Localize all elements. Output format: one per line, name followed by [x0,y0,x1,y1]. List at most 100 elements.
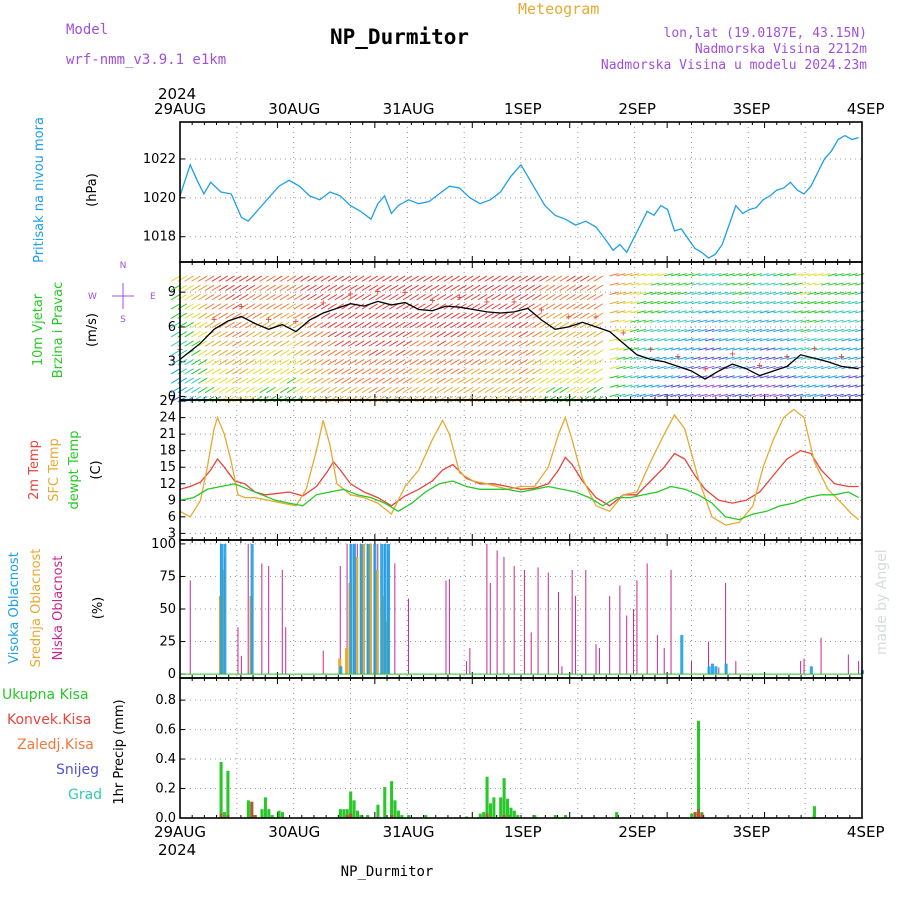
wind-barb [238,331,249,338]
wind-barb [643,393,653,398]
wind-barb [341,275,351,282]
wind-barb [593,294,604,301]
clouds-ytick-label: 50 [159,602,176,617]
wind-barb [841,347,851,351]
wind-barb [827,328,838,333]
wind-barb [402,321,413,329]
wind-barb [664,384,674,388]
wind-barb [334,312,344,319]
wind-barb [841,375,851,379]
wind-barb [711,328,722,333]
wind-barb [664,338,674,342]
wind-barb [170,349,181,356]
precip-total-bar [485,776,489,818]
wind-barb [238,312,249,319]
wind-barb [341,349,351,356]
wind-barb [539,275,549,282]
wind-barb [552,321,563,329]
wind-barb [539,349,549,356]
wind-barb [225,377,235,384]
wind-barb [841,282,851,286]
cloud-high-bar [223,543,227,675]
wind-barb [657,365,667,370]
wind-barb [211,340,222,347]
wind-barb [848,319,858,323]
wind-barb [191,386,201,394]
wind-barb [532,284,542,292]
wind-barb [657,301,667,305]
wind-barb [650,338,660,342]
wind-barb [388,312,399,319]
wind-barb [670,310,681,314]
wind-barb [457,358,467,366]
wind-barb [629,356,640,360]
wind-barb [609,393,619,398]
wind-barb [266,358,276,366]
wind-barb [848,338,858,342]
wind-barb [705,384,715,388]
wind-barb [409,275,419,282]
wind-barb [705,291,715,295]
wind-barb [245,312,256,319]
wind-barb [643,365,653,370]
wind-barb [477,294,488,301]
wind-barb [616,282,626,286]
wind-barb [477,321,488,329]
wind-barb [623,356,633,360]
wind-barb [766,291,776,295]
precip-conv-bar [693,812,697,818]
wind-barb [273,358,283,366]
wind-barb [759,347,769,351]
wind-barb [636,282,647,286]
wind-barb [657,282,667,286]
precip-total-bar [270,815,274,818]
wind-barb [232,284,242,292]
wind-barb [184,368,194,375]
wind-barb [423,386,433,394]
wind-barb [327,303,338,310]
wind-barb [698,282,708,286]
wind-barb [484,377,494,384]
wind-barb [623,310,633,314]
wind-barb [211,284,222,292]
wind-barb [416,321,426,329]
wind-barb [286,312,297,319]
wind-barb [498,303,508,310]
wind-barb [334,377,344,384]
wind-barb [691,384,701,388]
wind-barb [470,349,481,356]
wind-gust-marker: + [648,344,654,355]
year-top: 2024 [158,85,196,103]
wind-barb [450,294,460,301]
wind-barb [252,275,263,282]
wind-barb [664,291,674,295]
wind-barb [232,331,242,338]
wind-barb [511,377,522,384]
wind-barb [211,303,222,310]
wind-barb [834,282,844,286]
wind-barb [711,375,722,379]
wind-barb [773,291,783,295]
wind-barb [409,340,419,347]
wind-barb [293,275,304,282]
wind-barb [429,377,440,384]
wind-barb [232,349,242,356]
wind-barb [170,275,181,282]
wind-barb [443,358,454,366]
wind-barb [650,393,660,398]
wind-barb [477,340,488,347]
wind-barb [807,375,817,379]
wind-barb [498,321,508,329]
wind-barb [711,319,722,323]
wind-gust-marker: + [620,328,626,339]
wind-barb [457,349,467,356]
wind-barb [739,291,749,295]
wind-barb [586,358,597,366]
wind-barb [566,331,576,338]
wind-barb [609,282,619,286]
wind-barb [552,340,563,347]
wind-barb [841,301,851,305]
wind-barb [705,347,715,351]
wind-barb [609,291,619,295]
wind-barb [698,365,708,370]
